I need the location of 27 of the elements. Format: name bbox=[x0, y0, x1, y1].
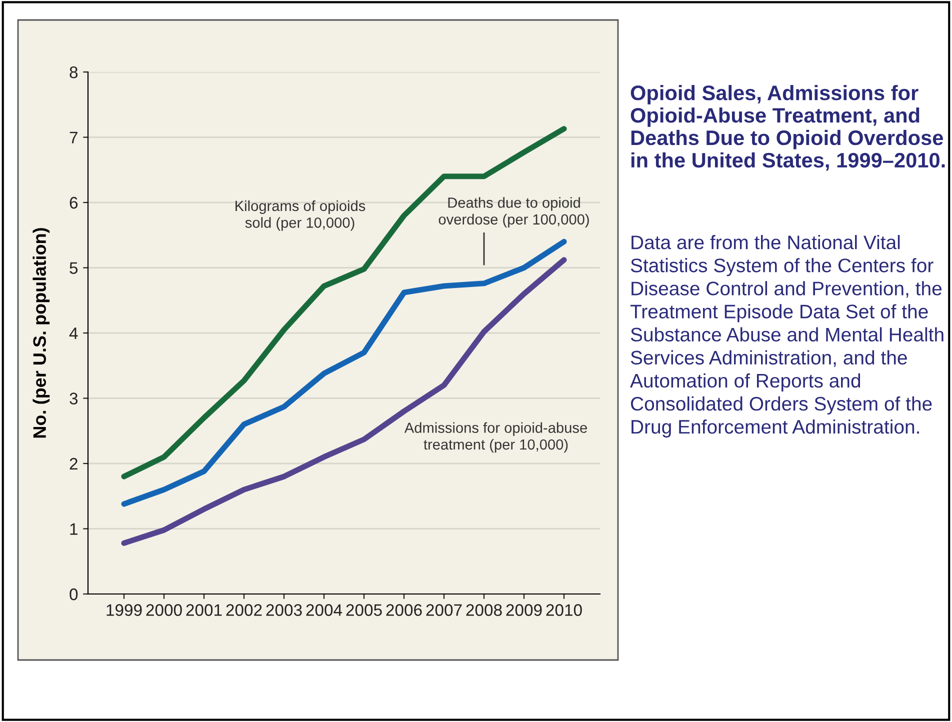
y-tick-label: 1 bbox=[70, 523, 78, 535]
series-label: Kilograms of opioids sold (per 10,000) bbox=[236, 200, 366, 231]
y-tick-label: 6 bbox=[70, 196, 78, 209]
y-tick-label: 2 bbox=[70, 458, 78, 470]
x-tick-label: 2001 bbox=[186, 604, 222, 616]
x-tick-label: 2009 bbox=[506, 604, 542, 616]
x-tick-label: 2000 bbox=[146, 604, 182, 616]
x-tick-label: 2008 bbox=[466, 604, 502, 616]
x-tick-label: 2010 bbox=[546, 604, 582, 616]
text: Opioid Sales, Admissions for Opioid-Abuse Treatment, and Deaths Due to Opioid Overdose in the United States, 1999–2010. bbox=[630, 85, 945, 171]
x-tick-label: 2005 bbox=[346, 604, 382, 616]
y-tick-label: 7 bbox=[70, 132, 78, 144]
series-label: Deaths due to opioid overdose (per 100,000) bbox=[438, 197, 589, 228]
x-tick-label: 1999 bbox=[106, 604, 142, 616]
x-tick-label: 2004 bbox=[306, 604, 342, 616]
x-tick-label: 2002 bbox=[226, 604, 262, 616]
y-tick-label: 4 bbox=[69, 328, 78, 340]
y-tick-label: 5 bbox=[70, 262, 78, 274]
x-tick-label: 2006 bbox=[386, 604, 422, 616]
y-tick-label: 0 bbox=[70, 588, 78, 600]
y-axis-title: No. (per U.S. population) bbox=[32, 228, 50, 438]
series-label: Admissions for opioid-abuse treatment (per 10,000) bbox=[404, 422, 587, 453]
x-tick-label: 2003 bbox=[266, 604, 302, 616]
y-tick-label: 8 bbox=[70, 66, 78, 78]
text: Data are from the National Vital Statistics System of the Centers for Disease Control and Prevention, the Treatment Episode Data Set of the Substance Abuse and Mental Health Services Administration, and the Automation of Reports and Consolidated Orders System of the Drug Enforcement Administration. bbox=[630, 235, 944, 438]
x-tick-label: 2007 bbox=[426, 604, 462, 616]
y-tick-label: 3 bbox=[70, 392, 78, 404]
